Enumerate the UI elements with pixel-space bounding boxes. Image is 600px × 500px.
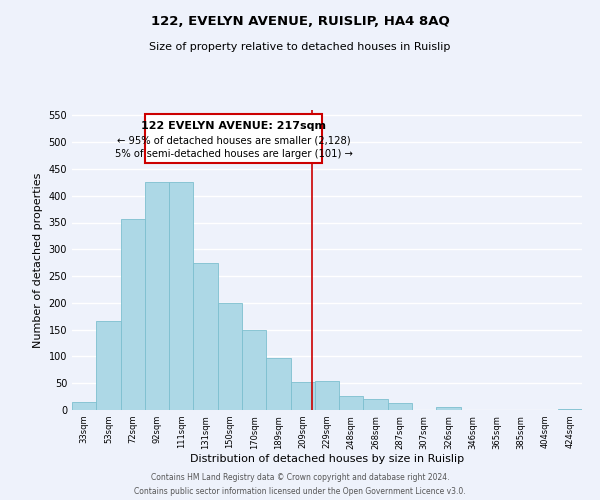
Text: 122 EVELYN AVENUE: 217sqm: 122 EVELYN AVENUE: 217sqm: [141, 121, 326, 131]
Bar: [364, 400, 388, 410]
Bar: [72, 402, 96, 410]
Text: Contains public sector information licensed under the Open Government Licence v3: Contains public sector information licen…: [134, 486, 466, 496]
Y-axis label: Number of detached properties: Number of detached properties: [33, 172, 43, 348]
Bar: [388, 403, 412, 410]
Text: Contains HM Land Registry data © Crown copyright and database right 2024.: Contains HM Land Registry data © Crown c…: [151, 473, 449, 482]
Bar: [96, 320, 121, 410]
Bar: [121, 219, 145, 410]
Bar: [145, 182, 169, 410]
Bar: [242, 330, 266, 410]
Bar: [169, 182, 193, 410]
Bar: [436, 408, 461, 410]
Bar: [218, 303, 242, 410]
Bar: [290, 382, 315, 410]
Bar: [266, 358, 290, 410]
Text: 5% of semi-detached houses are larger (101) →: 5% of semi-detached houses are larger (1…: [115, 148, 352, 158]
Bar: [339, 396, 364, 410]
FancyBboxPatch shape: [145, 114, 322, 162]
Text: Size of property relative to detached houses in Ruislip: Size of property relative to detached ho…: [149, 42, 451, 52]
Bar: [193, 262, 218, 410]
Bar: [558, 409, 582, 410]
Text: 122, EVELYN AVENUE, RUISLIP, HA4 8AQ: 122, EVELYN AVENUE, RUISLIP, HA4 8AQ: [151, 15, 449, 28]
X-axis label: Distribution of detached houses by size in Ruislip: Distribution of detached houses by size …: [190, 454, 464, 464]
Bar: [315, 380, 339, 410]
Text: ← 95% of detached houses are smaller (2,128): ← 95% of detached houses are smaller (2,…: [116, 136, 350, 145]
